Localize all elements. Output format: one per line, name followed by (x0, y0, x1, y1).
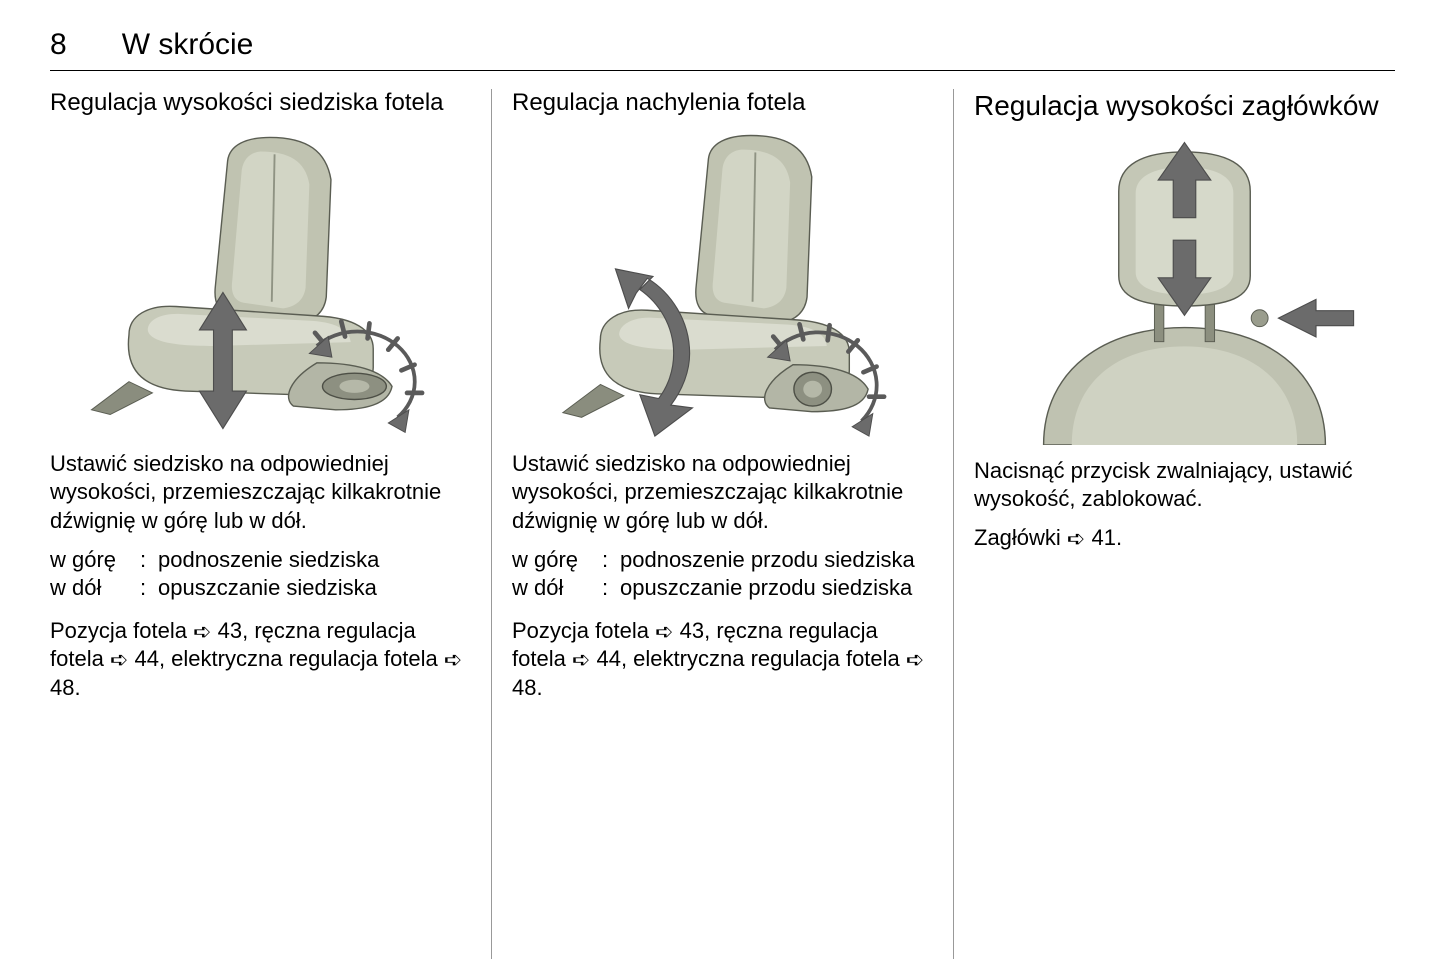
col2-heading: Regulacja nachylenia fotela (512, 89, 933, 118)
ref-arrow-icon: ➪ (193, 618, 211, 647)
def-desc: podnoszenie przodu siedziska (620, 546, 933, 575)
chapter-title: W skrócie (122, 28, 254, 62)
col1-figure-seat-height-icon (50, 128, 471, 438)
ref-arrow-icon: ➪ (906, 646, 924, 675)
ref-arrow-icon: ➪ (655, 618, 673, 647)
columns: Regulacja wysokości siedziska fotela (50, 89, 1395, 959)
def-colon: : (140, 574, 158, 603)
page-number: 8 (50, 28, 67, 62)
running-head: 8 W skrócie (50, 28, 1395, 71)
column-3: Regulacja wysokości zagłówków (954, 89, 1395, 959)
def-colon: : (602, 574, 620, 603)
col2-body: Ustawić siedzisko na odpowiedniej wysoko… (512, 450, 933, 536)
def-colon: : (140, 546, 158, 575)
col2-def-up: w górę : podnoszenie przodu siedziska (512, 546, 933, 575)
def-term: w górę (50, 546, 140, 575)
col3-figure-headrest-icon (974, 135, 1395, 445)
ref-text: 48. (512, 675, 543, 700)
def-colon: : (602, 546, 620, 575)
col2-def-down: w dół : opuszczanie przodu siedziska (512, 574, 933, 603)
col1-def-up: w górę : podnoszenie siedziska (50, 546, 471, 575)
ref-text: Pozycja fotela (512, 618, 655, 643)
col1-def-down: w dół : opuszczanie siedziska (50, 574, 471, 603)
ref-text: Pozycja fotela (50, 618, 193, 643)
page: 8 W skrócie Regulacja wysokości siedzisk… (0, 0, 1445, 965)
def-desc: opuszczanie siedziska (158, 574, 471, 603)
column-1: Regulacja wysokości siedziska fotela (50, 89, 491, 959)
col3-refs: Zagłówki ➪ 41. (974, 524, 1395, 553)
column-2: Regulacja nachylenia fotela (491, 89, 954, 959)
ref-text: 48. (50, 675, 81, 700)
col1-refs: Pozycja fotela ➪ 43, ręczna regulacja fo… (50, 617, 471, 703)
ref-arrow-icon: ➪ (572, 646, 590, 675)
col3-body: Nacisnąć przycisk zwalniający, ustawić w… (974, 457, 1395, 514)
def-desc: opuszczanie przodu siedziska (620, 574, 933, 603)
def-term: w dół (512, 574, 602, 603)
col2-definitions: w górę : podnoszenie przodu siedziska w … (512, 546, 933, 603)
col1-definitions: w górę : podnoszenie siedziska w dół : o… (50, 546, 471, 603)
col1-heading: Regulacja wysokości siedziska fotela (50, 89, 471, 118)
ref-arrow-icon: ➪ (444, 646, 462, 675)
col2-refs: Pozycja fotela ➪ 43, ręczna regulacja fo… (512, 617, 933, 703)
col1-body: Ustawić siedzisko na odpowiedniej wysoko… (50, 450, 471, 536)
ref-text: 44, elektryczna regulacja fotela (128, 646, 444, 671)
def-term: w górę (512, 546, 602, 575)
def-desc: podnoszenie siedziska (158, 546, 471, 575)
ref-arrow-icon: ➪ (1067, 525, 1085, 554)
ref-text: 44, elektryczna regulacja fotela (590, 646, 906, 671)
ref-text: Zagłówki (974, 525, 1067, 550)
def-term: w dół (50, 574, 140, 603)
col3-heading: Regulacja wysokości zagłówków (974, 89, 1395, 123)
col2-figure-seat-tilt-icon (512, 128, 933, 438)
ref-text: 41. (1085, 525, 1122, 550)
ref-arrow-icon: ➪ (110, 646, 128, 675)
